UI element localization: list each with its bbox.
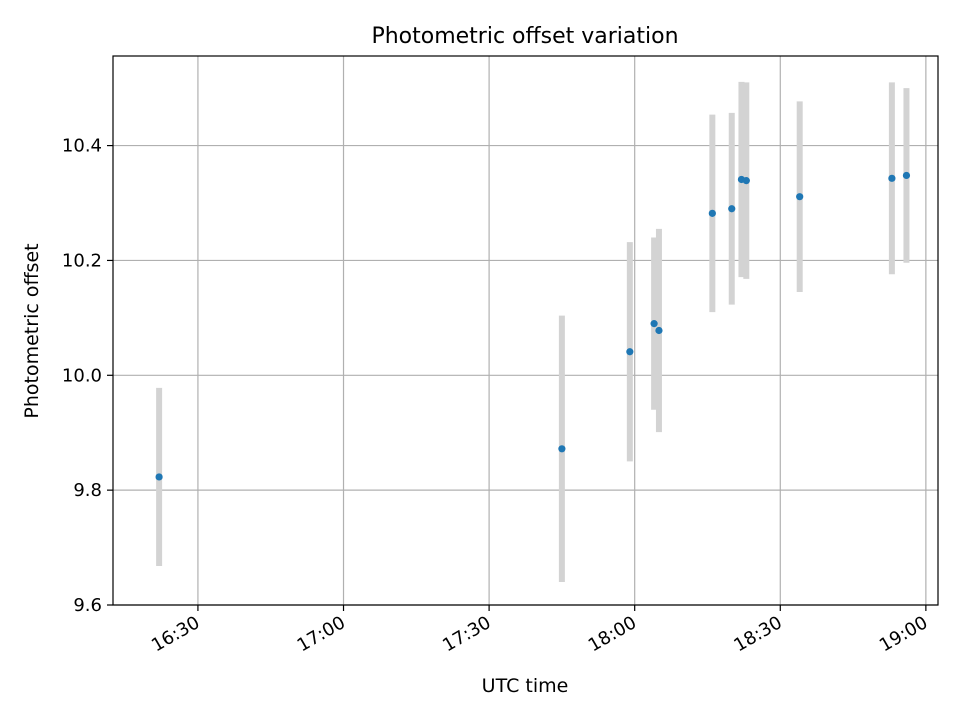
point-layer: [155, 171, 911, 481]
data-point: [708, 209, 716, 217]
x-tick-label: 17:30: [439, 612, 494, 656]
data-point: [902, 171, 911, 180]
data-point: [558, 445, 566, 453]
y-tick-label: 9.8: [73, 480, 102, 501]
x-tick-label: 16:30: [148, 612, 203, 656]
errorbar-layer: [156, 81, 910, 583]
data-point: [626, 348, 634, 356]
chart-title: Photometric offset variation: [371, 24, 678, 49]
x-tick-label: 18:30: [730, 612, 785, 656]
data-point: [742, 177, 750, 185]
data-point: [155, 473, 163, 481]
x-tick-label: 17:00: [294, 612, 349, 656]
data-point: [728, 205, 736, 213]
y-tick-label: 10.0: [62, 365, 102, 386]
data-point: [655, 326, 663, 335]
x-tick-label: 19:00: [876, 612, 931, 656]
data-point: [650, 320, 658, 328]
plot-area-frame: [112, 55, 939, 606]
y-tick-label: 10.4: [62, 136, 102, 157]
grid-layer: [113, 56, 938, 606]
y-tick-label: 10.2: [62, 250, 102, 271]
y-axis-label: Photometric offset: [21, 243, 43, 418]
x-axis-label: UTC time: [482, 675, 569, 697]
data-point: [888, 174, 896, 182]
data-point: [796, 193, 804, 201]
x-tick-label: 18:00: [585, 612, 640, 656]
y-tick-label: 9.6: [73, 595, 102, 616]
